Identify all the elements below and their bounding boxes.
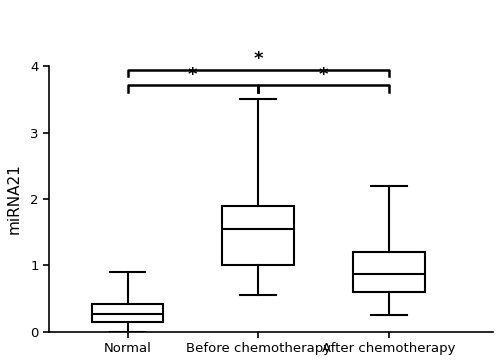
Text: *: * — [318, 66, 328, 84]
Y-axis label: miRNA21: miRNA21 — [7, 164, 22, 234]
Text: *: * — [188, 66, 198, 84]
PathPatch shape — [92, 304, 164, 322]
PathPatch shape — [222, 206, 294, 265]
PathPatch shape — [352, 252, 424, 292]
Text: *: * — [254, 50, 263, 68]
